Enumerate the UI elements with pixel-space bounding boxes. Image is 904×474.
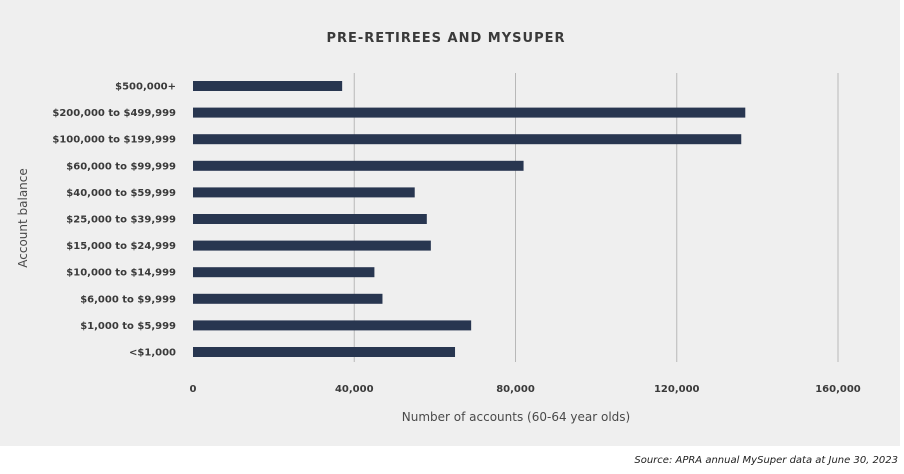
y-axis-title: Account balance (16, 168, 30, 268)
bar (193, 293, 383, 304)
x-tick-label: 40,000 (335, 384, 374, 395)
category-label: $200,000 to $499,999 (52, 108, 176, 119)
bar-chart: PRE-RETIREES AND MYSUPER $500,000+ $200,0… (16, 31, 861, 424)
chart-panel: PRE-RETIREES AND MYSUPER $500,000+ $200,0… (0, 0, 900, 446)
bar (193, 134, 742, 145)
bar (193, 320, 472, 331)
category-label: $100,000 to $199,999 (52, 135, 176, 146)
bar (193, 107, 746, 118)
bar (193, 214, 427, 224)
category-label: $1,000 to $5,999 (80, 321, 176, 332)
bar (193, 240, 431, 251)
category-label: <$1,000 (129, 348, 176, 359)
category-label: $60,000 to $99,999 (66, 161, 176, 172)
category-labels: $500,000+ $200,000 to $499,999 $100,000 to… (52, 82, 176, 359)
bar (193, 267, 375, 278)
category-label: $25,000 to $39,999 (66, 215, 176, 226)
x-tick-label: 0 (190, 384, 197, 395)
category-label: $500,000+ (115, 82, 176, 93)
chart-title: PRE-RETIREES AND MYSUPER (326, 31, 565, 46)
source-note: Source: APRA annual MySuper data at June… (634, 455, 898, 466)
category-label: $40,000 to $59,999 (66, 188, 176, 199)
x-tick-label: 120,000 (654, 384, 700, 395)
category-label: $6,000 to $9,999 (80, 294, 176, 305)
bar (193, 347, 456, 357)
bar (193, 81, 343, 91)
category-label: $10,000 to $14,999 (66, 268, 176, 279)
x-tick-label: 80,000 (496, 384, 535, 395)
bar (193, 187, 415, 198)
bars (193, 81, 746, 357)
x-axis-title: Number of accounts (60-64 year olds) (402, 410, 630, 424)
bar (193, 160, 524, 171)
x-tick-label: 160,000 (815, 384, 861, 395)
category-label: $15,000 to $24,999 (66, 241, 176, 252)
x-tick-labels: 0 40,000 80,000 120,000 160,000 (190, 384, 861, 395)
